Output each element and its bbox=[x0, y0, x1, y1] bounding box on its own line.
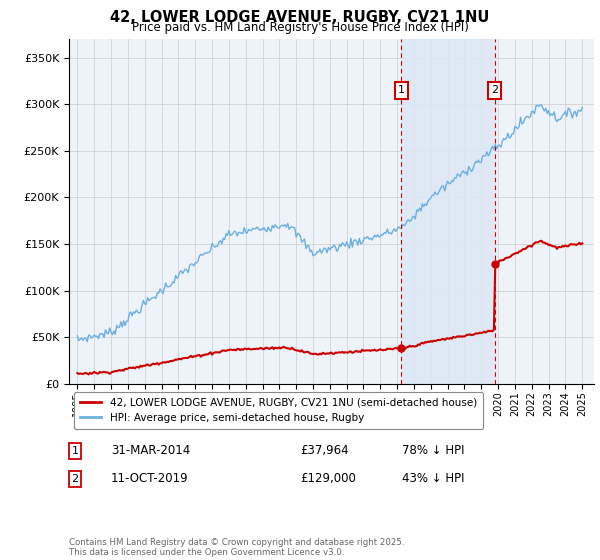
Text: 31-MAR-2014: 31-MAR-2014 bbox=[111, 444, 190, 458]
Text: Contains HM Land Registry data © Crown copyright and database right 2025.
This d: Contains HM Land Registry data © Crown c… bbox=[69, 538, 404, 557]
Text: 42, LOWER LODGE AVENUE, RUGBY, CV21 1NU: 42, LOWER LODGE AVENUE, RUGBY, CV21 1NU bbox=[110, 10, 490, 25]
Text: 43% ↓ HPI: 43% ↓ HPI bbox=[402, 472, 464, 486]
Text: Price paid vs. HM Land Registry's House Price Index (HPI): Price paid vs. HM Land Registry's House … bbox=[131, 21, 469, 34]
Text: 2: 2 bbox=[71, 474, 79, 484]
Legend: 42, LOWER LODGE AVENUE, RUGBY, CV21 1NU (semi-detached house), HPI: Average pric: 42, LOWER LODGE AVENUE, RUGBY, CV21 1NU … bbox=[74, 391, 483, 430]
Text: 1: 1 bbox=[398, 85, 405, 95]
Bar bbox=[401, 39, 494, 384]
Text: £37,964: £37,964 bbox=[300, 444, 349, 458]
Text: 2: 2 bbox=[491, 85, 498, 95]
Text: 1: 1 bbox=[71, 446, 79, 456]
Text: £129,000: £129,000 bbox=[300, 472, 356, 486]
Text: 78% ↓ HPI: 78% ↓ HPI bbox=[402, 444, 464, 458]
Text: 11-OCT-2019: 11-OCT-2019 bbox=[111, 472, 188, 486]
